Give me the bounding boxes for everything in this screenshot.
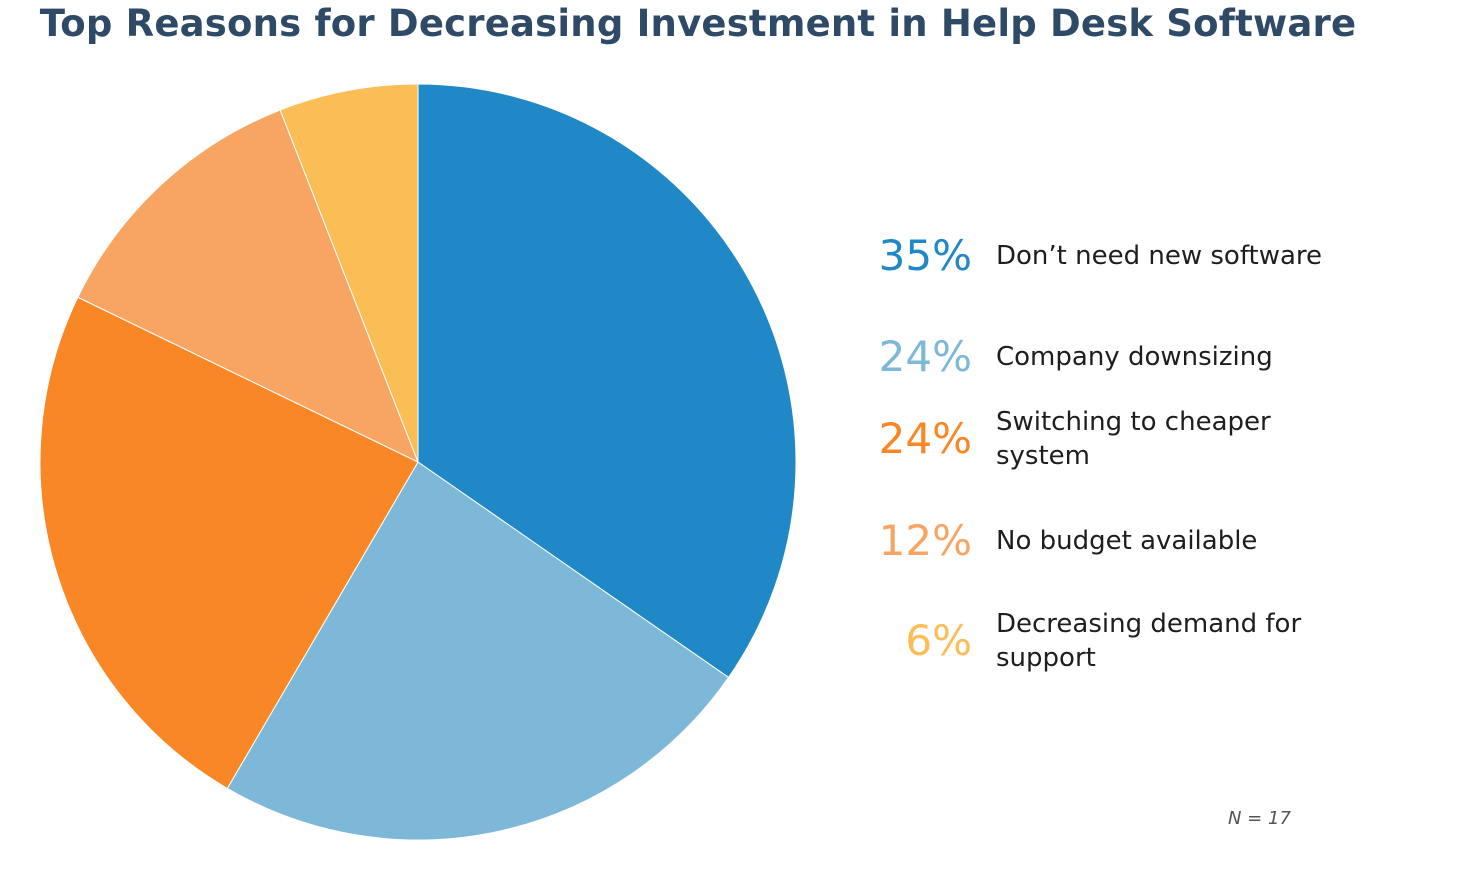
legend-percent: 24% xyxy=(878,332,972,381)
pie-slice-no-budget-available xyxy=(77,109,419,464)
sample-size-note: N = 17 xyxy=(1228,808,1291,829)
legend-percent: 24% xyxy=(878,414,972,463)
pie-slice-company-downsizing xyxy=(226,461,730,841)
legend-label: Don’t need new software xyxy=(996,241,1323,271)
legend-item-company-downsizing: 24% Company downsizing xyxy=(860,336,1356,378)
legend-item-dont-need-new-software: 35% Don’t need new software xyxy=(860,235,1356,277)
legend-percent: 6% xyxy=(905,616,972,665)
pie-slice-decreasing-demand-for-support xyxy=(279,83,419,463)
chart-title: Top Reasons for Decreasing Investment in… xyxy=(39,2,1357,45)
pie-chart xyxy=(39,83,797,841)
legend-label: Decreasing demand for support xyxy=(996,609,1302,673)
legend-label: Switching to cheaper system xyxy=(996,407,1271,471)
legend-label: Company downsizing xyxy=(996,342,1273,372)
legend-item-decreasing-demand-for-support: 6% Decreasing demand for support xyxy=(860,607,1356,675)
legend-item-no-budget-available: 12% No budget available xyxy=(860,520,1356,562)
legend-label: No budget available xyxy=(996,526,1258,556)
legend-percent: 12% xyxy=(878,516,972,565)
legend-percent: 35% xyxy=(878,231,972,280)
pie-slice-switching-to-cheaper-system xyxy=(39,296,419,790)
pie-slice-dont-need-new-software xyxy=(417,83,797,679)
legend-item-switching-to-cheaper-system: 24% Switching to cheaper system xyxy=(860,405,1356,473)
